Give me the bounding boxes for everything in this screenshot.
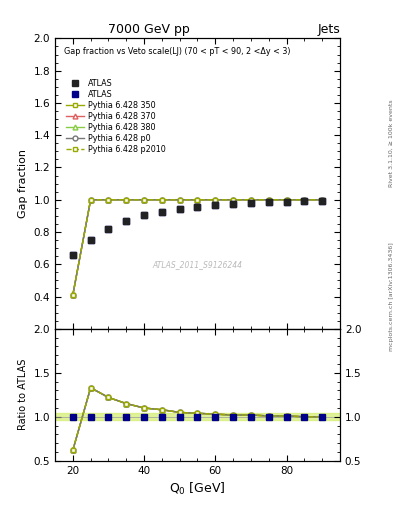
- Text: mcplots.cern.ch [arXiv:1306.3436]: mcplots.cern.ch [arXiv:1306.3436]: [389, 243, 393, 351]
- X-axis label: Q$_0$ [GeV]: Q$_0$ [GeV]: [169, 481, 226, 497]
- Text: Jets: Jets: [317, 23, 340, 36]
- Text: Rivet 3.1.10, ≥ 100k events: Rivet 3.1.10, ≥ 100k events: [389, 99, 393, 187]
- Text: ATLAS_2011_S9126244: ATLAS_2011_S9126244: [152, 261, 242, 269]
- Text: Gap fraction vs Veto scale(LJ) (70 < pT < 90, 2 <Δy < 3): Gap fraction vs Veto scale(LJ) (70 < pT …: [64, 47, 290, 56]
- Legend: ATLAS, ATLAS, Pythia 6.428 350, Pythia 6.428 370, Pythia 6.428 380, Pythia 6.428: ATLAS, ATLAS, Pythia 6.428 350, Pythia 6…: [63, 76, 169, 157]
- Y-axis label: Gap fraction: Gap fraction: [18, 149, 28, 218]
- Y-axis label: Ratio to ATLAS: Ratio to ATLAS: [18, 359, 28, 431]
- Text: 7000 GeV pp: 7000 GeV pp: [108, 23, 190, 36]
- Bar: [55, 413, 340, 420]
